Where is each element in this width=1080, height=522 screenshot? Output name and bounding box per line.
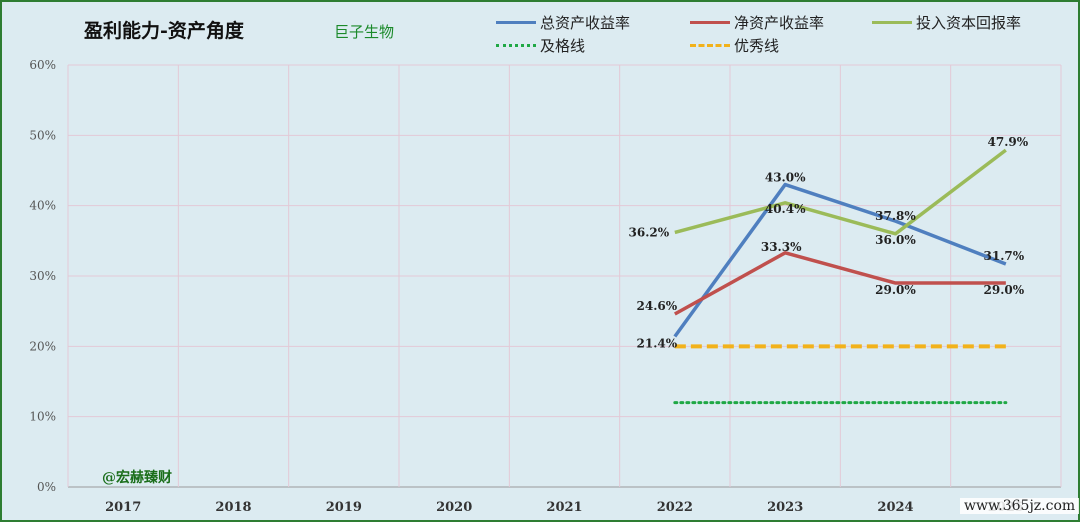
series-line-1 — [673, 251, 1006, 316]
site-watermark: www.365jz.com — [960, 498, 1080, 514]
legend-item-excellent-line: 优秀线 — [690, 35, 779, 56]
watermark-text: @宏赫臻财 — [102, 470, 172, 486]
data-label: 37.8% — [875, 209, 916, 223]
y-tick-label: 0% — [37, 480, 56, 494]
data-label: 47.9% — [988, 135, 1029, 149]
legend-swatch — [690, 21, 730, 24]
legend-item-total-asset-return: 总资产收益率 — [496, 12, 630, 33]
legend-label: 及格线 — [540, 37, 586, 55]
data-label: 29.0% — [875, 283, 916, 297]
data-label: 24.6% — [637, 299, 678, 313]
legend-label: 净资产收益率 — [734, 14, 825, 32]
x-tick-label: 2023 — [767, 500, 803, 515]
y-tick-label: 10% — [29, 410, 56, 424]
x-tick-label: 2017 — [105, 500, 141, 515]
legend-label: 投入资本回报率 — [916, 14, 1022, 32]
legend-item-roic: 投入资本回报率 — [872, 12, 1021, 33]
y-tick-label: 40% — [29, 199, 56, 213]
x-tick-label: 2018 — [215, 500, 251, 515]
x-tick-label: 2019 — [326, 500, 362, 515]
series-line-0 — [673, 182, 1007, 338]
series-line-2 — [674, 148, 1007, 236]
x-tick-label: 2022 — [657, 500, 693, 515]
legend-item-net-asset-return: 净资产收益率 — [690, 12, 824, 33]
data-label: 43.0% — [765, 171, 806, 185]
data-label: 36.2% — [629, 225, 670, 239]
data-label: 33.3% — [761, 240, 802, 254]
chart-title: 盈利能力-资产角度 — [84, 20, 244, 42]
legend-item-pass-line: 及格线 — [496, 35, 585, 56]
legend-swatch — [872, 21, 912, 24]
legend-swatch — [496, 21, 536, 24]
legend-label: 优秀线 — [734, 37, 780, 55]
y-tick-label: 20% — [29, 339, 56, 353]
x-tick-label: 2020 — [436, 500, 472, 515]
data-label: 36.0% — [875, 233, 916, 247]
legend-swatch — [496, 44, 536, 47]
legend-swatch — [690, 44, 730, 47]
x-tick-label: 2021 — [546, 500, 582, 515]
data-label: 40.4% — [765, 202, 806, 216]
y-tick-label: 60% — [29, 58, 56, 72]
company-name: 巨子生物 — [334, 23, 395, 41]
data-label: 21.4% — [637, 336, 678, 350]
y-tick-label: 30% — [29, 269, 56, 283]
x-tick-label: 2024 — [877, 500, 913, 515]
data-label: 31.7% — [984, 249, 1025, 263]
data-label: 29.0% — [984, 283, 1025, 297]
y-tick-label: 50% — [29, 128, 56, 142]
legend-label: 总资产收益率 — [540, 14, 631, 32]
